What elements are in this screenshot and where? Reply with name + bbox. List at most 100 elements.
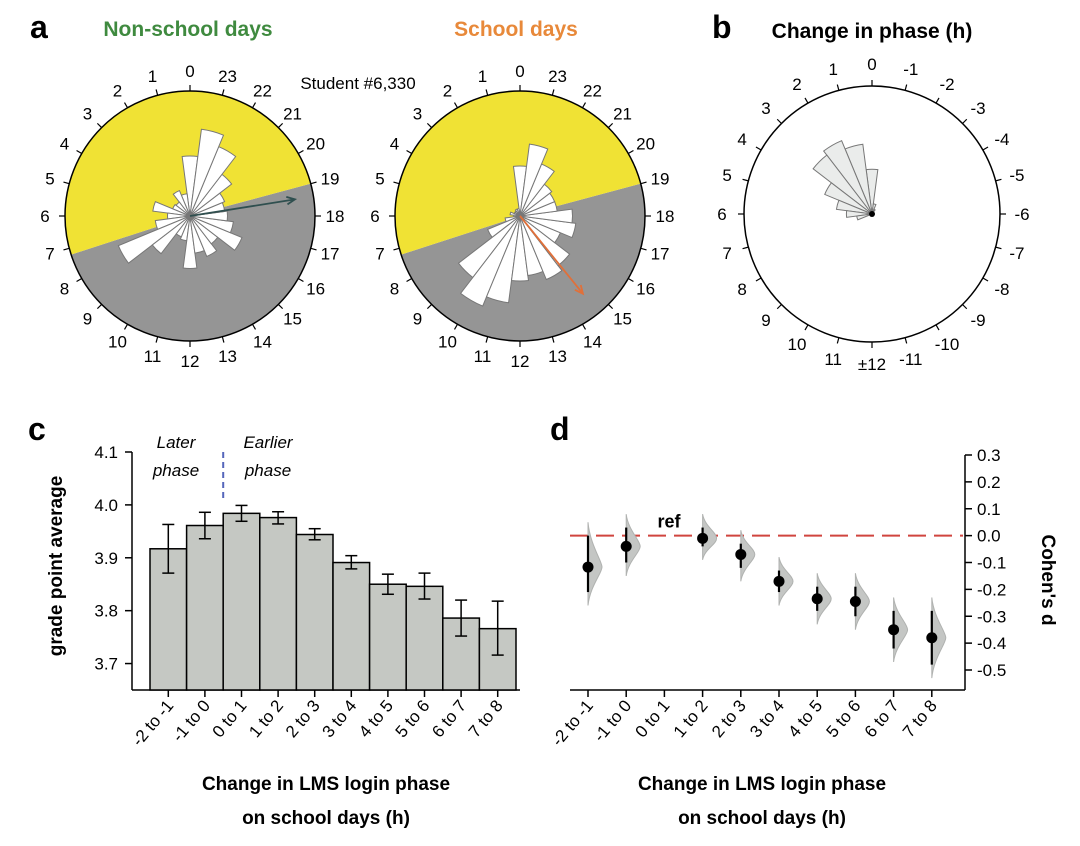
phase-tick (935, 97, 940, 104)
non-school-tick (76, 277, 83, 283)
effect-distribution (587, 522, 603, 606)
school-hour-label: 8 (390, 280, 399, 299)
non-school-rose-wedge (189, 215, 218, 258)
phase-label: 9 (761, 311, 770, 330)
phase-label: -6 (1014, 205, 1029, 224)
school-tick (627, 277, 634, 283)
school-hour-label: 18 (656, 207, 675, 226)
non-school-hour-label: 9 (83, 310, 92, 329)
d-x-tick-label: -2 to -1 (548, 696, 597, 749)
c-x-tick-label: 3 to 4 (318, 696, 360, 741)
school-hour-label: 1 (478, 67, 487, 86)
non-school-tick (96, 303, 103, 310)
phase-label: -4 (994, 130, 1009, 149)
d-y-tick-label: 0.0 (977, 527, 1001, 546)
panel-letter-a: a (30, 9, 48, 45)
non-school-tick (310, 247, 317, 251)
non-school-hour-label: 13 (218, 347, 237, 366)
school-tick (453, 323, 459, 330)
school-hour-label: 20 (636, 135, 655, 154)
non-school-rose-wedge (152, 200, 191, 217)
non-school-tick (155, 89, 159, 96)
phase-tick (742, 246, 749, 250)
phase-rose-wedge (856, 213, 873, 221)
later-phase-label: Later (157, 433, 197, 452)
c-x-tick-label: 2 to 3 (282, 696, 324, 741)
effect-point (735, 548, 747, 560)
school-rose-wedge (485, 215, 521, 304)
effect-point (620, 540, 632, 552)
effect-point (697, 532, 709, 544)
d-x-tick-label: 6 to 7 (861, 696, 903, 741)
phase-tick (982, 146, 989, 151)
non-school-rose-wedge (117, 215, 191, 264)
school-tick (453, 102, 459, 109)
non-school-tick (123, 102, 129, 109)
effect-distribution (931, 597, 947, 679)
phase-label: -7 (1009, 244, 1024, 263)
phase-label: 7 (722, 244, 731, 263)
gpa-bar (222, 512, 261, 691)
phase-tick (776, 118, 782, 124)
c-y-tick-label: 3.9 (94, 549, 118, 568)
non-school-hour-label: 14 (253, 333, 272, 352)
school-tick (485, 89, 489, 96)
phase-center-dot (869, 211, 875, 217)
non-school-tick (297, 149, 304, 155)
d-x-tick-label: 4 to 5 (784, 696, 826, 741)
phase-tick (755, 146, 762, 151)
school-hour-label: 19 (651, 169, 670, 188)
d-x-tick-label: -1 to 0 (590, 696, 636, 745)
effect-distribution (702, 514, 718, 560)
non-school-hour-label: 23 (218, 67, 237, 86)
c-x-tick-label: 7 to 8 (465, 696, 507, 741)
school-rose-wedge (519, 208, 573, 224)
school-tick (607, 122, 614, 129)
effect-distribution (854, 573, 870, 630)
effect-point (773, 575, 785, 587)
d-y-tick-label: -0.2 (977, 580, 1006, 599)
d-y-tick-label: 0.3 (977, 446, 1001, 465)
d-x-tick-label: 7 to 8 (899, 696, 941, 741)
phase-label: 11 (824, 350, 842, 369)
school-hour-label: 10 (438, 333, 457, 352)
c-x-tick-label: -1 to 0 (168, 696, 214, 745)
c-y-tick-label: 4.1 (94, 443, 118, 462)
school-hour-label: 9 (413, 310, 422, 329)
non-school-tick (63, 181, 70, 185)
phase-label: -9 (971, 311, 986, 330)
school-rose-wedge (519, 215, 577, 239)
school-tick (485, 336, 489, 343)
school-rose-wedge (519, 215, 563, 281)
school-tick (406, 149, 413, 155)
non-school-hour-label: 6 (40, 207, 49, 226)
non-school-arrow-head (286, 196, 298, 206)
phase-label: ±12 (858, 355, 886, 374)
c-x-tick-label: 5 to 6 (392, 696, 434, 741)
school-hour-label: 22 (583, 81, 602, 100)
non-school-rose-wedge (172, 189, 191, 217)
school-hour-label: 12 (511, 352, 530, 371)
change-in-phase-title: Change in phase (h) (772, 20, 973, 43)
non-school-tick (123, 323, 129, 330)
gpa-bar (405, 585, 444, 691)
non-school-hour-label: 22 (253, 81, 272, 100)
non-school-tick (251, 323, 257, 330)
phase-tick (836, 84, 840, 91)
school-mean-arrow (519, 215, 584, 295)
polar-chart-phase-change: 0 1 2 345 6 789 10 11 ±12 -11 -10 -9 -8-7 -6 -5-4 -3 -2 -… (717, 55, 1029, 374)
c-y-tick-label: 4.0 (94, 496, 118, 515)
effect-point (888, 624, 900, 636)
c-x-tick-label: -2 to -1 (128, 696, 177, 749)
phase-tick (995, 246, 1002, 250)
phase-rose-wedge (835, 199, 873, 215)
school-hour-label: 2 (443, 81, 452, 100)
non-school-tick (310, 181, 317, 185)
c-x-tick-label: 4 to 5 (355, 696, 397, 741)
panel-letter-b: b (712, 9, 732, 45)
school-hour-label: 15 (613, 310, 632, 329)
gpa-bar (332, 561, 371, 691)
student-label: Student #6,330 (300, 74, 415, 93)
